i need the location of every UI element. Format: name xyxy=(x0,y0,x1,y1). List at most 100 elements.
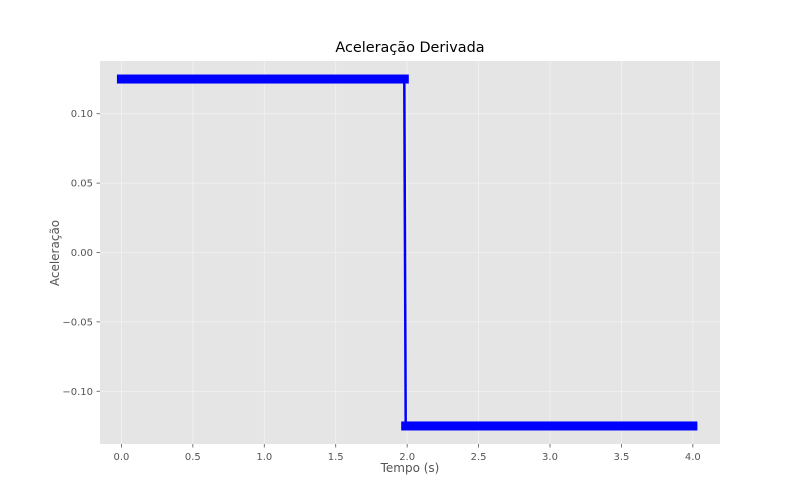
series-marker xyxy=(356,74,366,84)
series-marker xyxy=(218,74,228,84)
series-marker xyxy=(607,421,617,431)
series-marker xyxy=(651,421,661,431)
series-marker xyxy=(511,421,521,431)
x-tick-label: 3.5 xyxy=(613,452,629,463)
series-marker xyxy=(117,74,126,84)
series-marker xyxy=(578,421,587,431)
series-marker xyxy=(438,421,447,431)
y-tick-label: 0.00 xyxy=(71,248,93,259)
series-marker xyxy=(385,74,395,84)
series-marker xyxy=(467,421,477,431)
series-marker xyxy=(240,74,249,84)
series-marker xyxy=(585,421,595,431)
series-marker xyxy=(342,74,351,84)
series-marker xyxy=(320,74,329,84)
series-marker xyxy=(175,74,184,84)
series-marker xyxy=(430,421,440,431)
series-marker xyxy=(291,74,300,84)
series-marker xyxy=(349,74,358,84)
y-tick-label: −0.05 xyxy=(62,317,93,328)
series-marker xyxy=(475,421,484,431)
series-marker xyxy=(146,74,155,84)
y-tick-label: 0.10 xyxy=(71,109,93,120)
series-marker xyxy=(504,421,514,431)
series-marker xyxy=(233,74,242,84)
series-marker xyxy=(592,421,602,431)
series-marker xyxy=(269,74,278,84)
series-marker xyxy=(138,74,148,84)
series-marker xyxy=(423,421,433,431)
series-marker xyxy=(167,74,177,84)
x-tick-label: 0.5 xyxy=(185,452,201,463)
series-marker xyxy=(637,421,646,431)
series-marker xyxy=(408,421,418,431)
series-marker xyxy=(363,74,373,84)
x-tick-label: 1.0 xyxy=(256,452,272,463)
series-marker xyxy=(276,74,286,84)
series-marker xyxy=(160,74,170,84)
series-marker xyxy=(666,421,676,431)
series-marker xyxy=(482,421,491,431)
x-tick-label: 3.0 xyxy=(542,452,558,463)
x-tick-label: 4.0 xyxy=(685,452,701,463)
series-marker xyxy=(211,74,220,84)
series-marker xyxy=(688,421,698,431)
ticks: 0.0 0.5 1.0 1.5 2.0 2.5 3.0 3.5 4.0 0.10 0.05 0.00 −… xyxy=(62,109,700,463)
series-marker xyxy=(225,74,235,84)
series-marker xyxy=(445,421,455,431)
series-marker xyxy=(247,74,257,84)
series-marker xyxy=(489,421,499,431)
series-marker xyxy=(153,74,162,84)
series-marker xyxy=(556,421,565,431)
series-marker xyxy=(526,421,536,431)
y-tick-label: 0.05 xyxy=(71,179,93,190)
series-marker xyxy=(392,74,402,84)
series-marker xyxy=(659,421,668,431)
chart-title: Aceleração Derivada xyxy=(335,40,484,56)
x-tick-label: 2.5 xyxy=(471,452,487,463)
series-marker xyxy=(313,74,322,84)
series-marker xyxy=(204,74,213,84)
series-marker xyxy=(548,421,558,431)
series-marker xyxy=(541,421,550,431)
series-marker xyxy=(644,421,653,431)
series-layer xyxy=(116,74,698,431)
series-marker xyxy=(196,74,206,84)
series-marker xyxy=(400,74,409,84)
series-marker xyxy=(327,74,337,84)
series-marker xyxy=(563,421,572,431)
series-marker xyxy=(262,74,271,84)
series-marker xyxy=(401,421,410,431)
series-marker xyxy=(305,74,315,84)
series-marker xyxy=(519,421,528,431)
series-marker xyxy=(533,421,543,431)
series-marker xyxy=(182,74,191,84)
series-marker xyxy=(570,421,580,431)
series-marker xyxy=(298,74,307,84)
series-marker xyxy=(371,74,380,84)
series-marker xyxy=(283,74,293,84)
series-marker xyxy=(378,74,387,84)
grid xyxy=(100,61,720,444)
series-marker xyxy=(416,421,425,431)
series-marker xyxy=(600,421,609,431)
series-marker xyxy=(681,421,690,431)
y-tick-label: −0.10 xyxy=(62,387,93,398)
series-marker xyxy=(334,74,344,84)
series-marker xyxy=(124,74,133,84)
series-marker xyxy=(622,421,631,431)
series-marker xyxy=(673,421,683,431)
series-marker xyxy=(460,421,469,431)
series-marker xyxy=(453,421,462,431)
series-marker xyxy=(497,421,506,431)
x-tick-label: 0.0 xyxy=(113,452,129,463)
x-axis-label: Tempo (s) xyxy=(380,461,440,475)
y-axis-label: Aceleração xyxy=(48,220,62,286)
x-tick-label: 1.5 xyxy=(328,452,344,463)
series-marker xyxy=(254,74,264,84)
series-marker xyxy=(189,74,199,84)
x-tick-label: 2.0 xyxy=(399,452,415,463)
series-marker xyxy=(131,74,141,84)
